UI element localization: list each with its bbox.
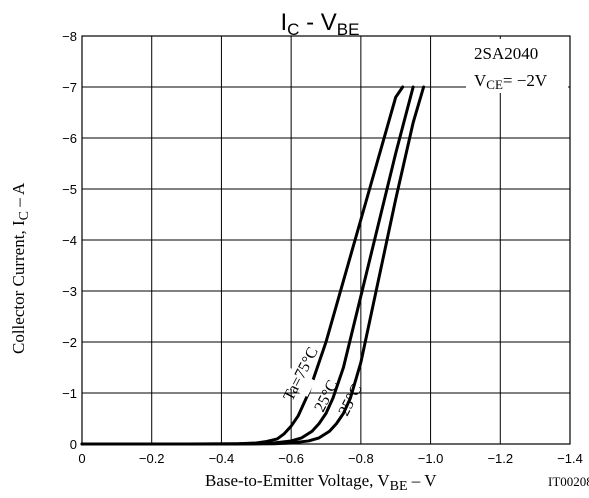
title-sub1: C [287,20,299,39]
condition-sub: CE [486,77,503,92]
condition-prefix: V [474,71,487,90]
series-curves [80,85,426,446]
y-tick-label-0: 0 [70,437,77,452]
x-axis-label-unit: – V [408,471,438,490]
chart-title: IC - VBE [281,9,360,39]
x-axis-label: Base-to-Emitter Voltage, VBE – V [205,471,437,494]
legend-box-background [466,39,568,93]
x-tick-label-0: 0 [78,451,85,466]
x-tick-labels: 0 −0.2 −0.4 −0.6 −0.8 −1.0 −1.2 −1.4 [78,451,582,466]
plot-frame [81,35,571,445]
y-tick-label-2: −2 [62,335,77,350]
y-tick-label-6: −6 [62,131,77,146]
series-ta-minus25c [80,85,426,446]
y-axis-label-unit: – A [9,182,28,211]
y-tick-label-7: −7 [62,80,77,95]
title-sub2: BE [337,20,360,39]
y-axis-label-text: Collector Current, I [9,220,28,354]
grid-lines [82,36,570,444]
device-label: 2SA2040 [474,44,538,63]
x-tick-label-4: −0.8 [348,451,374,466]
y-tick-label-5: −5 [62,182,77,197]
x-tick-label-5: −1.0 [418,451,444,466]
y-tick-label-8: −8 [62,29,77,44]
y-tick-labels: 0 −1 −2 −3 −4 −5 −6 −7 −8 [62,29,77,452]
condition-suffix: = −2V [503,71,548,90]
x-axis-label-sub: BE [390,479,408,494]
y-tick-label-4: −4 [62,233,77,248]
x-tick-label-3: −0.6 [278,451,304,466]
figure-code: IT00208 [548,474,589,489]
y-axis-label-sub: C [17,211,32,220]
condition-label: VCE= −2V [474,71,548,92]
x-axis-label-text: Base-to-Emitter Voltage, V [205,471,390,490]
title-main2: V [321,9,337,36]
x-tick-label-7: −1.4 [557,451,583,466]
annotation-bg-75 [262,358,316,397]
title-main: I [281,9,288,36]
title-sep: - [299,9,320,36]
y-axis-label: Collector Current, IC – A [9,182,32,354]
x-tick-label-2: −0.4 [209,451,235,466]
y-tick-label-3: −3 [62,284,77,299]
y-tick-label-1: −1 [62,386,77,401]
x-tick-label-1: −0.2 [139,451,165,466]
x-tick-label-6: −1.2 [487,451,513,466]
